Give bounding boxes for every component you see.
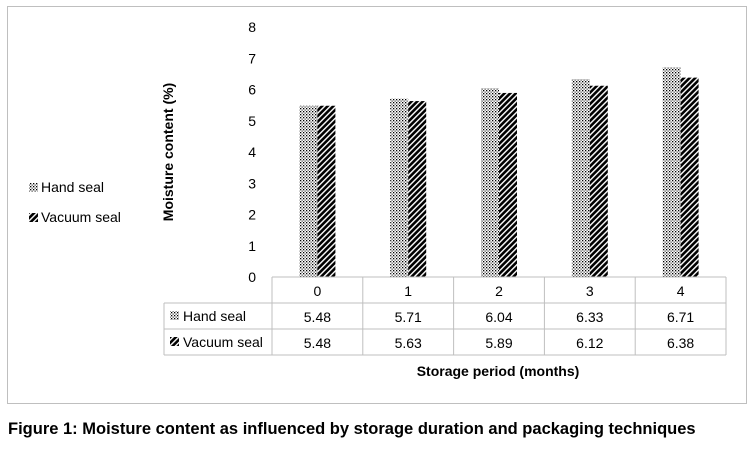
bars	[299, 67, 699, 277]
x-category-label: 2	[495, 283, 503, 299]
bar-hand-seal-2	[481, 88, 499, 277]
y-axis-tick-labels: 0 1 2 3 4 5 6 7 8	[248, 19, 256, 285]
bar-vacuum-seal-3	[589, 85, 608, 277]
y-axis-title: Moisture content (%)	[160, 83, 176, 221]
table-row-label: Hand seal	[183, 308, 246, 324]
x-axis-title: Storage period (months)	[417, 363, 580, 379]
x-category-label: 4	[677, 283, 685, 299]
table-row-swatch	[170, 337, 179, 346]
legend-label: Hand seal	[41, 179, 104, 195]
table-row-swatch	[170, 311, 179, 320]
bar-vacuum-seal-0	[317, 105, 336, 277]
y-tick-label: 0	[248, 269, 256, 285]
y-tick-label: 8	[248, 19, 256, 35]
y-tick-label: 4	[248, 144, 256, 160]
y-tick-label: 2	[248, 207, 256, 223]
bar-hand-seal-4	[662, 67, 681, 277]
bar-vacuum-seal-1	[408, 101, 427, 277]
table-cell: 6.38	[667, 335, 694, 351]
bar-hand-seal-1	[390, 98, 409, 277]
bar-vacuum-seal-2	[499, 92, 517, 277]
y-tick-label: 1	[248, 238, 256, 254]
table-cell: 6.12	[576, 335, 603, 351]
chart: 0 1 2 3 4 5 6 7 8 Moisture content (%) Hand seal…	[29, 19, 727, 379]
y-tick-label: 5	[248, 113, 256, 129]
bar-hand-seal-0	[299, 105, 318, 277]
table-row-label: Vacuum seal	[183, 334, 263, 350]
x-category-label: 3	[586, 283, 594, 299]
y-tick-label: 7	[248, 50, 256, 66]
y-tick-label: 6	[248, 82, 256, 98]
table-cell: 6.33	[576, 309, 603, 325]
table-cell: 6.71	[667, 309, 694, 325]
table-cell: 6.04	[485, 309, 512, 325]
legend: Hand seal Vacuum seal	[29, 179, 121, 225]
table-cell: 5.48	[304, 309, 331, 325]
bar-vacuum-seal-4	[680, 77, 699, 277]
y-tick-label: 3	[248, 175, 256, 191]
chart-frame	[7, 6, 747, 404]
table-cell: 5.71	[395, 309, 422, 325]
figure-caption: Figure 1: Moisture content as influenced…	[8, 420, 696, 438]
bar-hand-seal-3	[571, 79, 590, 277]
legend-swatch	[29, 213, 38, 222]
table-cell: 5.48	[304, 335, 331, 351]
table-cell: 5.63	[395, 335, 422, 351]
x-category-label: 0	[314, 283, 322, 299]
legend-swatch	[29, 183, 38, 192]
table-cell: 5.89	[485, 335, 512, 351]
data-table: 0 1 2 3 4 Hand seal 5.48 5.71 6.04 6.33 6.71 Vacuum…	[163, 276, 727, 356]
legend-label: Vacuum seal	[41, 209, 121, 225]
x-category-label: 1	[404, 283, 412, 299]
